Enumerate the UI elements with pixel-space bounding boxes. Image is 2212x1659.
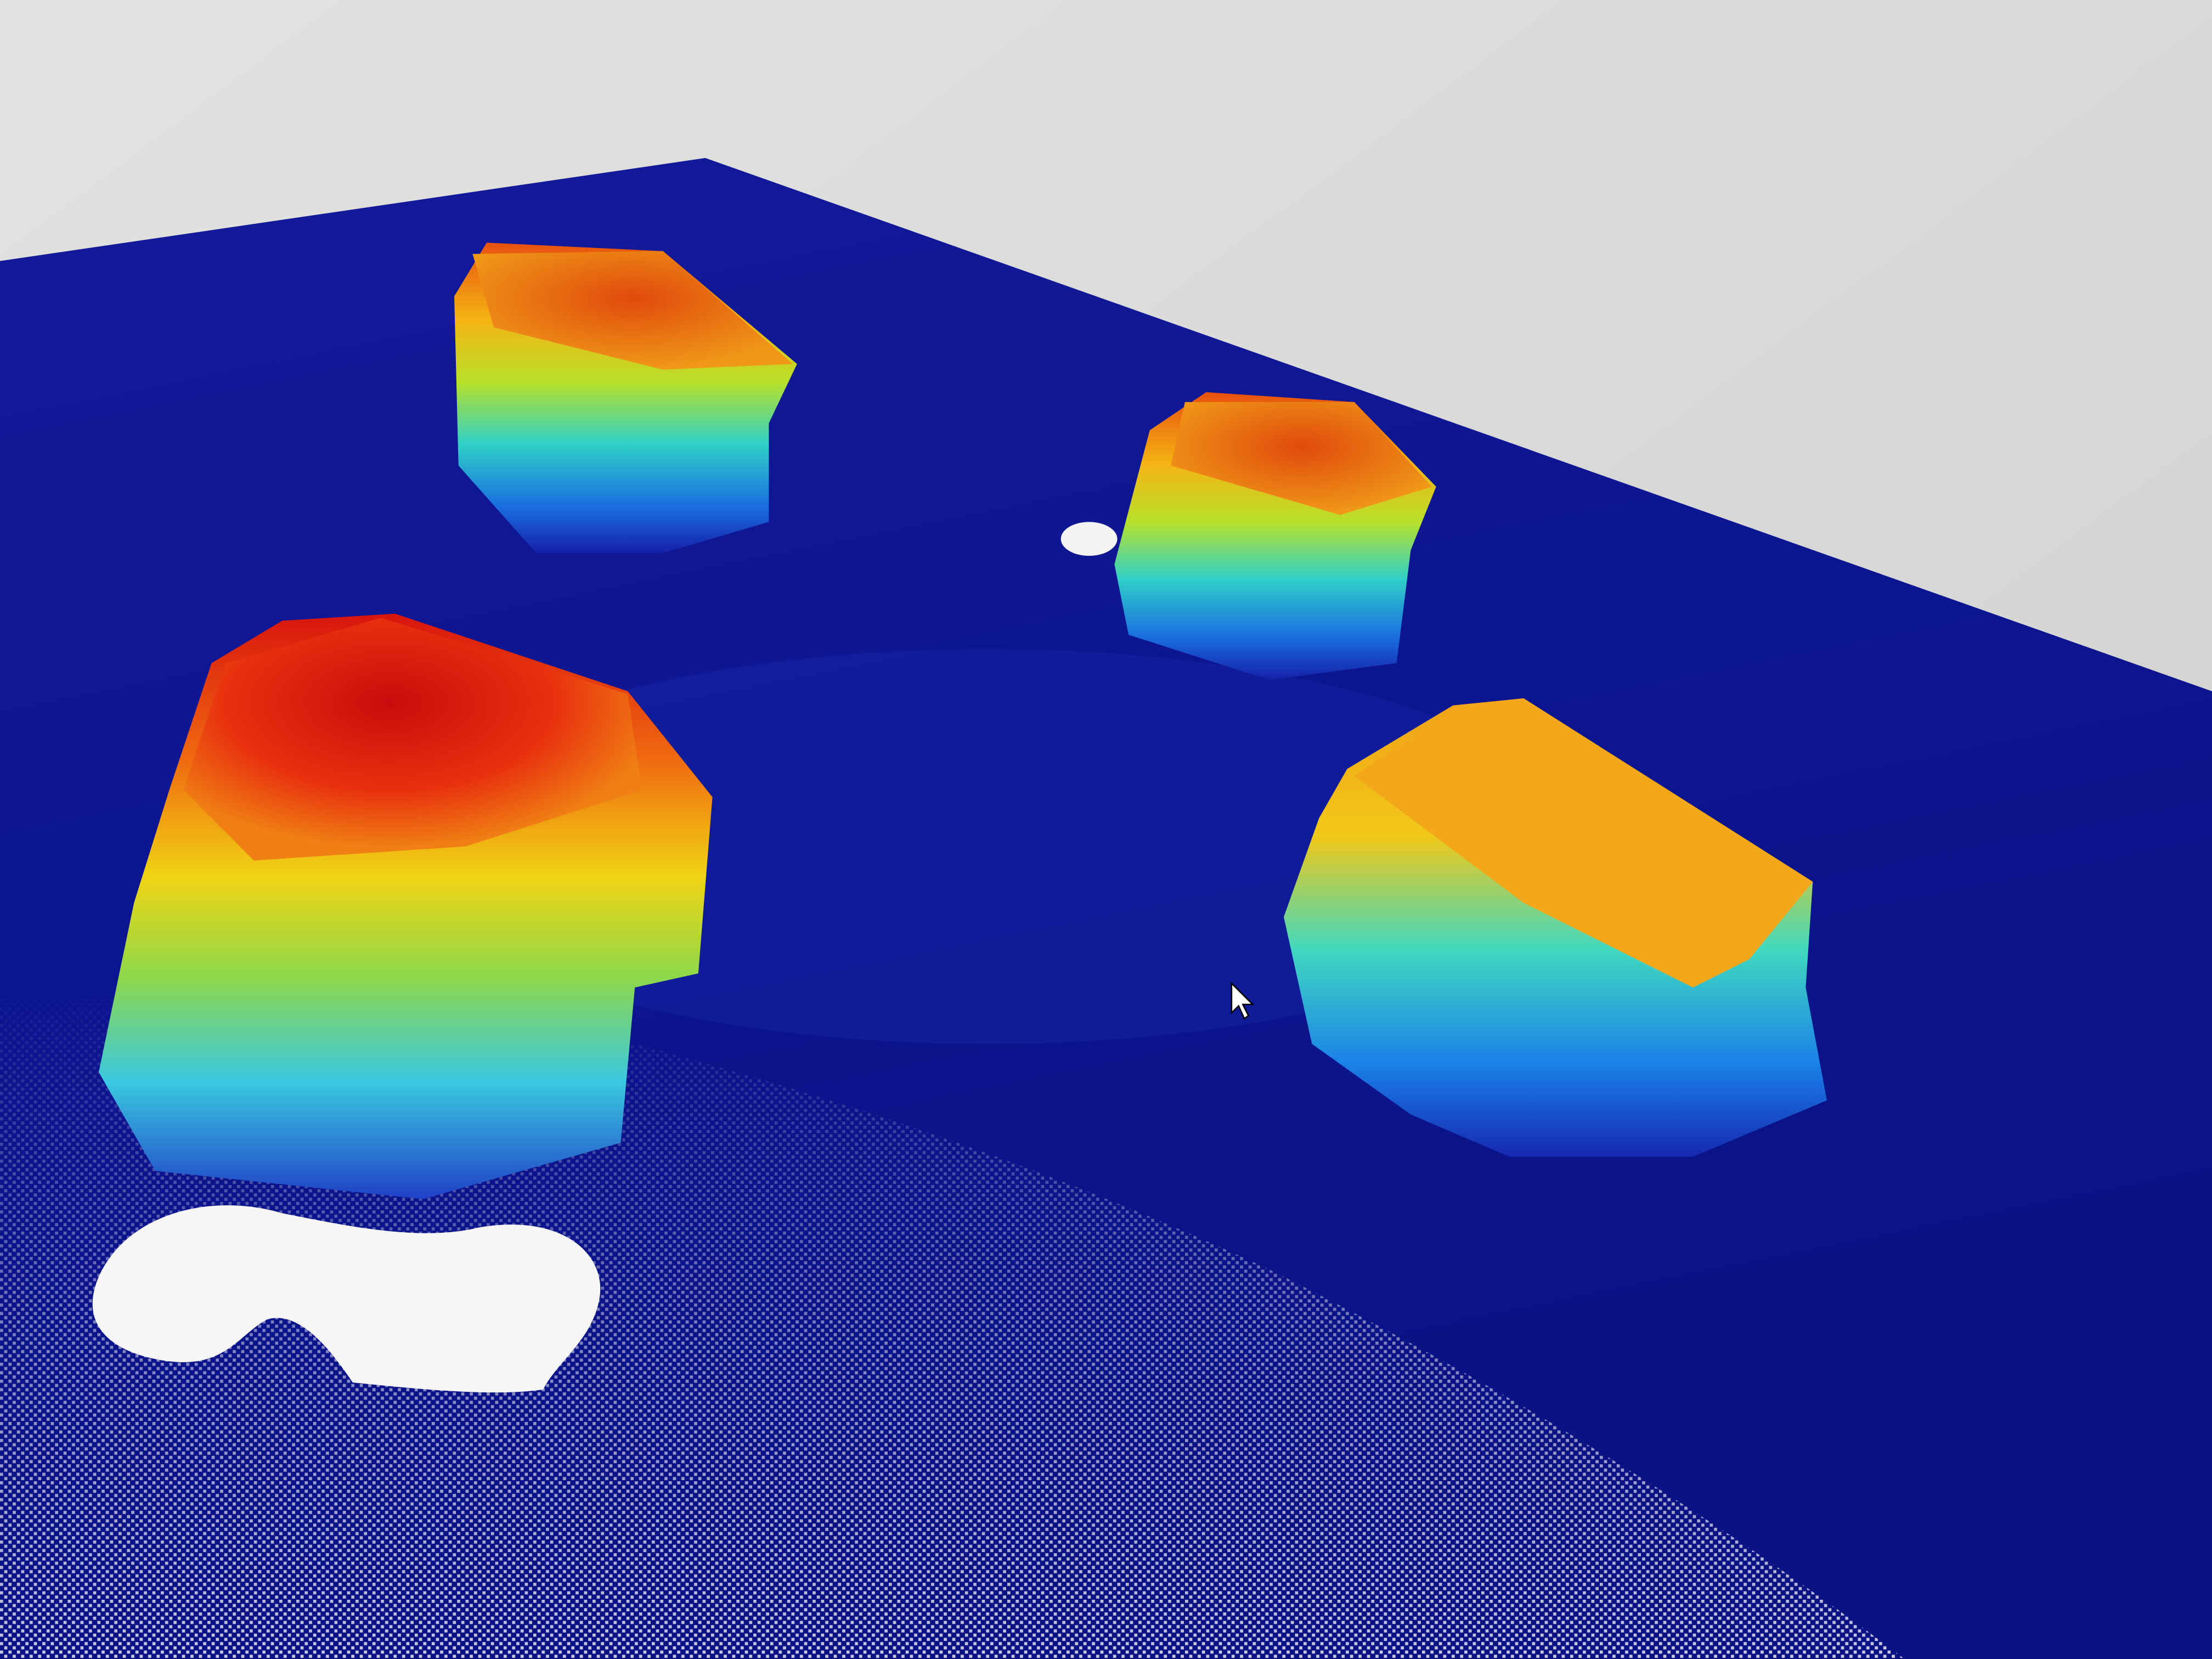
object-top (1354, 698, 1813, 988)
object-top (183, 618, 642, 861)
mouse-cursor (1231, 981, 1255, 1020)
shadow-hole (1060, 522, 1118, 556)
object-top (1171, 402, 1432, 515)
occlusion-gap (92, 1205, 601, 1393)
object-top (472, 251, 793, 370)
